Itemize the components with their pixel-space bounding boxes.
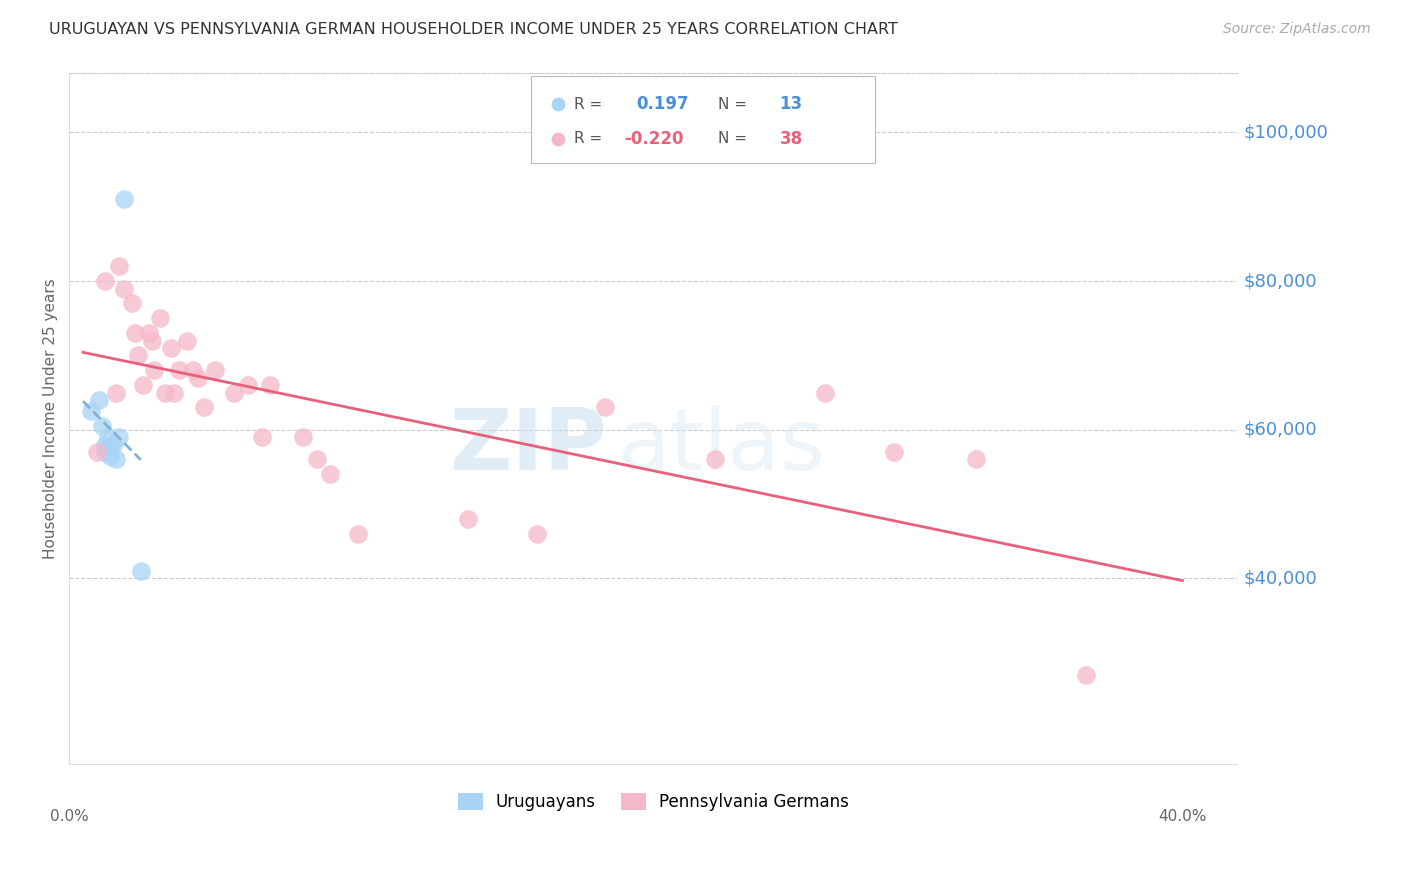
Text: atlas: atlas: [619, 405, 827, 488]
Point: [291, 430, 314, 444]
Text: 0.197: 0.197: [636, 95, 689, 113]
Point: [107, 430, 129, 444]
Point: [965, 452, 987, 467]
Point: [163, 385, 186, 400]
Point: [121, 296, 143, 310]
Point: [224, 385, 246, 400]
Point: [124, 326, 146, 340]
Text: $60,000: $60,000: [1243, 421, 1317, 439]
Point: [80, 404, 103, 418]
Point: [526, 526, 548, 541]
Point: [155, 385, 177, 400]
Point: [141, 334, 163, 348]
Text: 13: 13: [779, 95, 803, 113]
Text: $80,000: $80,000: [1243, 272, 1317, 290]
Point: [1220, 869, 1243, 883]
Point: [94, 274, 117, 288]
Point: [347, 526, 370, 541]
Text: N =: N =: [717, 96, 747, 112]
Point: [167, 363, 190, 377]
Point: [91, 419, 114, 434]
Point: [1220, 869, 1243, 883]
Point: [149, 311, 172, 326]
Point: [259, 378, 281, 392]
Point: [305, 452, 328, 467]
Text: $40,000: $40,000: [1243, 569, 1317, 587]
Point: [107, 259, 129, 273]
Text: 40.0%: 40.0%: [1159, 809, 1206, 823]
Y-axis label: Householder Income Under 25 years: Householder Income Under 25 years: [44, 278, 58, 559]
Point: [814, 385, 837, 400]
Point: [250, 430, 273, 444]
Point: [236, 378, 259, 392]
Point: [593, 401, 616, 415]
Point: [204, 363, 226, 377]
Point: [86, 445, 108, 459]
Point: [319, 467, 342, 482]
Text: ZIP: ZIP: [449, 405, 606, 488]
Text: 38: 38: [779, 129, 803, 148]
Point: [1076, 668, 1098, 682]
Legend: Uruguayans, Pennsylvania Germans: Uruguayans, Pennsylvania Germans: [451, 787, 856, 818]
Text: -0.220: -0.220: [624, 129, 683, 148]
Point: [176, 334, 198, 348]
Text: $100,000: $100,000: [1243, 123, 1329, 142]
Point: [104, 452, 127, 467]
Text: 0.0%: 0.0%: [49, 809, 89, 823]
Point: [129, 564, 152, 578]
Text: R =: R =: [574, 131, 602, 146]
FancyBboxPatch shape: [530, 77, 876, 163]
Point: [97, 430, 120, 444]
Point: [112, 192, 135, 206]
Point: [104, 385, 127, 400]
Point: [100, 449, 122, 463]
Point: [138, 326, 160, 340]
Point: [181, 363, 204, 377]
Point: [160, 341, 183, 355]
Text: R =: R =: [574, 96, 602, 112]
Point: [883, 445, 905, 459]
Point: [100, 442, 122, 456]
Point: [127, 348, 149, 362]
Point: [143, 363, 166, 377]
Text: N =: N =: [717, 131, 747, 146]
Point: [89, 392, 111, 407]
Point: [457, 512, 479, 526]
Point: [94, 445, 117, 459]
Point: [103, 437, 125, 451]
Point: [94, 437, 117, 451]
Point: [132, 378, 155, 392]
Point: [704, 452, 727, 467]
Text: Source: ZipAtlas.com: Source: ZipAtlas.com: [1223, 22, 1371, 37]
Point: [112, 281, 135, 295]
Text: URUGUAYAN VS PENNSYLVANIA GERMAN HOUSEHOLDER INCOME UNDER 25 YEARS CORRELATION C: URUGUAYAN VS PENNSYLVANIA GERMAN HOUSEHO…: [49, 22, 898, 37]
Point: [193, 401, 215, 415]
Point: [187, 370, 209, 384]
